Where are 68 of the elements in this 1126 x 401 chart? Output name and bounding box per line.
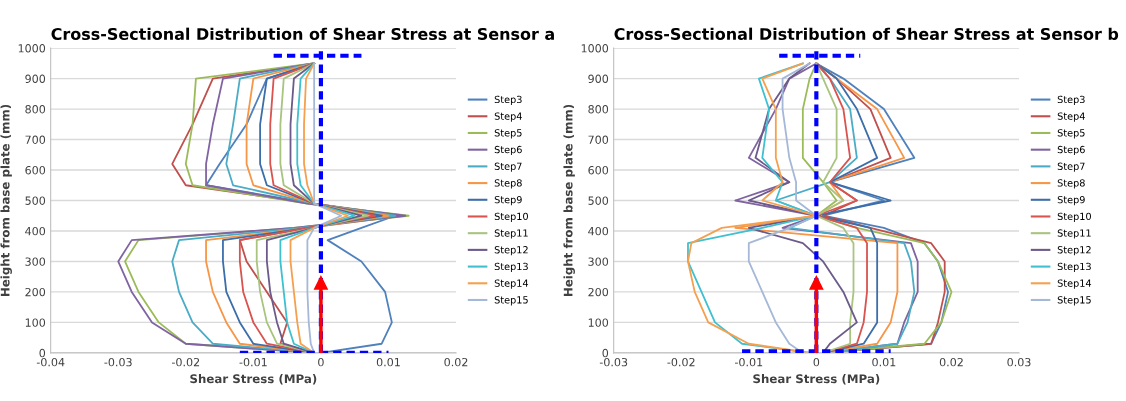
chart-title: Cross-Sectional Distribution of Shear Stress at Sensor a xyxy=(51,27,554,41)
legend-label: Step10 xyxy=(494,212,528,222)
x-tick-label: 0.03 xyxy=(1007,357,1031,367)
legend-label: Step12 xyxy=(1057,246,1091,256)
y-tick-label: 900 xyxy=(588,74,609,83)
legend-label: Step15 xyxy=(1057,296,1091,306)
x-tick-label: -0.02 xyxy=(171,357,200,367)
x-axis-title: Shear Stress (MPa) xyxy=(190,374,317,385)
chart-title: Cross-Sectional Distribution of Shear Stress at Sensor b xyxy=(614,27,1119,41)
y-tick-label: 800 xyxy=(588,105,609,114)
x-tick-label: 0.02 xyxy=(444,357,468,367)
y-tick-label: 800 xyxy=(25,105,46,114)
x-tick-label: 0.01 xyxy=(872,357,896,367)
legend-label: Step12 xyxy=(494,246,528,256)
x-tick-label: 0 xyxy=(813,357,820,367)
legend-label: Step9 xyxy=(1057,195,1085,206)
legend-label: Step8 xyxy=(1057,179,1085,189)
x-tick-label: -0.01 xyxy=(239,357,267,367)
legend-label: Step8 xyxy=(494,179,522,189)
y-tick-label: 100 xyxy=(588,318,609,327)
y-tick-label: 0 xyxy=(39,348,46,358)
y-tick-label: 1000 xyxy=(18,44,46,53)
legend-label: Step3 xyxy=(1057,95,1085,105)
legend-label: Step9 xyxy=(494,195,522,206)
legend-label: Step14 xyxy=(494,279,529,289)
legend-label: Step7 xyxy=(1057,162,1085,172)
x-tick-label: 0.02 xyxy=(939,357,963,367)
y-tick-label: 700 xyxy=(25,135,46,144)
legend-label: Step4 xyxy=(1057,112,1085,122)
legend-label: Step6 xyxy=(1057,145,1085,156)
y-tick-label: 200 xyxy=(25,287,46,297)
legend-label: Step14 xyxy=(1057,279,1092,289)
legend-label: Step13 xyxy=(494,262,528,273)
x-tick-label: 0.01 xyxy=(376,357,400,367)
y-tick-label: 300 xyxy=(25,257,46,266)
y-tick-label: 600 xyxy=(25,166,46,175)
y-tick-label: 500 xyxy=(588,196,609,205)
legend-label: Step5 xyxy=(494,129,522,139)
y-axis-title: Height from base plate (mm) xyxy=(563,104,575,297)
x-tick-label: 0 xyxy=(318,357,324,367)
legend-label: Step11 xyxy=(1057,229,1091,239)
y-tick-label: 1000 xyxy=(581,44,609,53)
y-tick-label: 100 xyxy=(25,318,46,327)
legend-label: Step11 xyxy=(494,229,528,239)
legend-label: Step7 xyxy=(494,162,522,172)
y-tick-label: 200 xyxy=(588,287,609,297)
y-tick-label: 0 xyxy=(602,348,609,358)
x-tick-label: -0.01 xyxy=(734,357,763,367)
y-tick-label: 600 xyxy=(588,166,609,175)
x-tick-label: -0.03 xyxy=(104,357,132,367)
legend-label: Step15 xyxy=(494,296,528,306)
x-tick-label: -0.02 xyxy=(667,357,695,367)
legend-label: Step5 xyxy=(1057,129,1085,139)
legend-label: Step10 xyxy=(1057,212,1091,222)
y-tick-label: 900 xyxy=(25,74,46,83)
y-tick-label: 300 xyxy=(588,257,609,266)
legend-label: Step3 xyxy=(494,95,522,105)
legend-label: Step4 xyxy=(494,112,522,122)
y-axis-title: Height from base plate (mm) xyxy=(0,104,12,297)
legend-label: Step6 xyxy=(494,145,522,156)
legend-label: Step13 xyxy=(1057,262,1091,273)
x-tick-label: -0.03 xyxy=(599,357,628,367)
x-axis-title: Shear Stress (MPa) xyxy=(753,374,880,385)
y-tick-label: 400 xyxy=(588,226,609,236)
x-tick-label: -0.04 xyxy=(36,357,65,367)
y-tick-label: 700 xyxy=(588,135,609,144)
y-tick-label: 500 xyxy=(25,196,46,205)
y-tick-label: 400 xyxy=(25,226,46,236)
